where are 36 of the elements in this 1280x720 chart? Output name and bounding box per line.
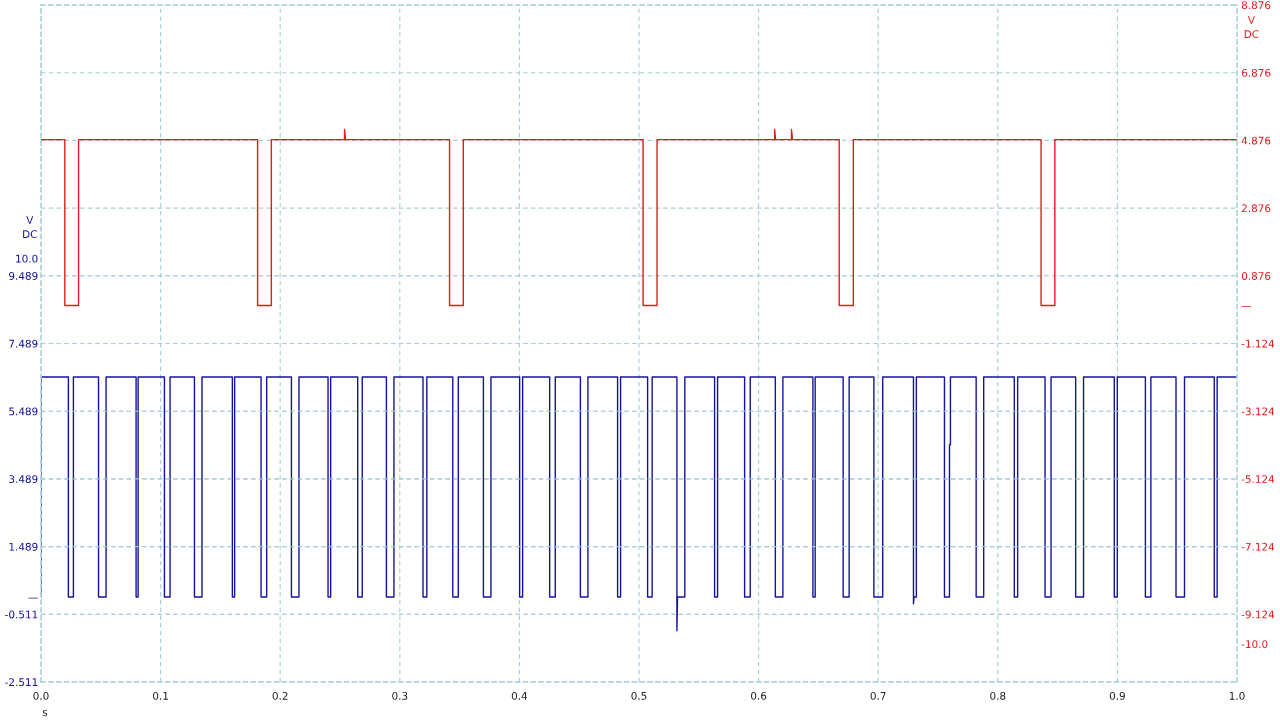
x-tick-label: 0.3 <box>392 691 408 700</box>
x-tick-label: 0.0 <box>33 691 49 700</box>
x-tick-label: 0.4 <box>511 691 528 700</box>
y2-tick-label: — <box>1241 306 1252 307</box>
y2-tick-label: -5.124 <box>1241 475 1275 484</box>
y-tick-label: 5.489 <box>9 407 38 416</box>
y-tick-label: 1.489 <box>9 542 38 551</box>
y2-tick-label: 6.876 <box>1241 68 1271 77</box>
x-axis-title: s <box>42 710 48 717</box>
y-tick-label: -0.511 <box>5 610 38 619</box>
y2-tick-label: 2.876 <box>1241 204 1271 213</box>
y2-axis-title: V DC <box>1244 16 1259 39</box>
x-tick-label: 0.9 <box>1109 691 1125 700</box>
y-tick-label: 10.0 <box>16 254 38 263</box>
x-tick-label: 0.8 <box>990 691 1006 700</box>
y2-tick-label: 8.876 <box>1241 1 1271 10</box>
x-tick-label: 1.0 <box>1229 691 1245 700</box>
y-tick-label: 9.489 <box>9 272 38 280</box>
line-series <box>41 376 1237 632</box>
y-tick-label: 3.489 <box>9 475 38 484</box>
y2-tick-label: -1.124 <box>1241 339 1275 348</box>
y2-tick-label: -9.124 <box>1241 610 1275 619</box>
y-axis-title: V DC <box>23 216 37 239</box>
y-tick-label: -2.511 <box>5 678 38 687</box>
x-tick-label: 0.2 <box>272 691 288 700</box>
x-tick-label: 0.7 <box>870 691 886 700</box>
y2-tick-label: 4.876 <box>1241 136 1271 145</box>
y2-tick-label: -3.124 <box>1241 407 1275 416</box>
x-tick-label: 0.5 <box>631 691 647 700</box>
x-tick-label: 0.1 <box>153 691 168 700</box>
y2-tick-label: -10.0 <box>1241 640 1268 649</box>
y2-tick-label: -7.124 <box>1241 542 1275 551</box>
y2-tick-label: 0.876 <box>1241 272 1271 280</box>
x-tick-label: 0.6 <box>751 691 767 700</box>
y-tick-label: — <box>28 597 38 599</box>
y-tick-label: 7.489 <box>9 339 38 348</box>
